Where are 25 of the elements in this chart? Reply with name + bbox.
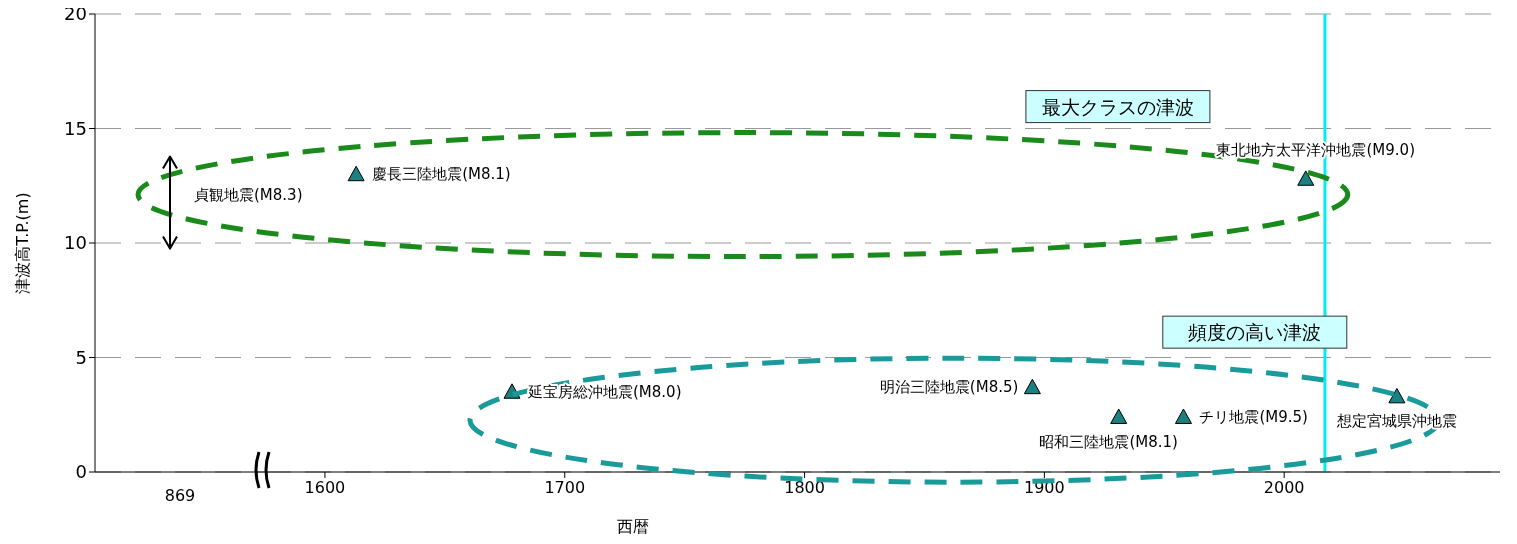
point [347,165,365,182]
x-tick-label: 2000 [1263,478,1305,498]
annotation: 明治三陸地震(M8.5) [879,378,1019,397]
annotation: 最大クラスの津波 [1041,95,1194,118]
y-tick-label: 0 [75,461,87,483]
y-axis-title: 津波高T.P.(m) [12,192,32,294]
annotation: 延宝房総沖地震(M8.0) [527,382,682,401]
point [1174,408,1192,424]
point [1023,378,1041,395]
annotation: 昭和三陸地震(M8.1) [1039,433,1178,452]
x-tick-label: 1800 [784,478,825,498]
annotation: 貞観地震(M8.3) [194,185,303,204]
annotation: 頻度の高い津波 [1188,321,1322,344]
point [1297,170,1315,186]
x-tick-label: 1700 [544,478,586,498]
annotation: チリ地震(M9.5) [1199,408,1308,427]
point [1388,387,1406,404]
annotation: 慶長三陸地震(M8.1) [372,165,511,184]
y-tick-label: 15 [64,117,87,139]
y-tick-label: 10 [64,232,87,254]
x-axis-title: 西暦 [616,517,649,536]
point [1110,408,1128,424]
x-tick-label: 1600 [304,478,346,498]
y-tick-label: 5 [75,346,87,368]
x-tick-label: 869 [164,486,196,506]
